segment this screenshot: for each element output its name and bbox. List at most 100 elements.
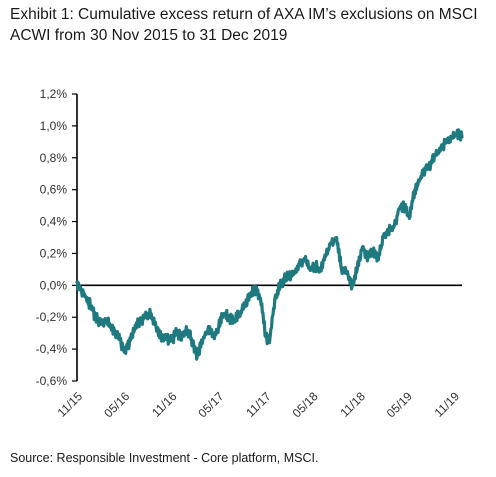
data-point	[283, 277, 286, 281]
data-point	[217, 325, 220, 328]
x-tick-label: 05/17	[195, 389, 226, 420]
data-point	[85, 296, 88, 300]
data-point	[450, 137, 453, 140]
x-axis: 11/15 05/16 11/16 05/17 11/17 05/18 11/18 05/19…	[55, 284, 463, 420]
data-point	[186, 328, 189, 332]
data-point	[99, 322, 102, 325]
data-point	[259, 296, 262, 300]
y-tick-label: -0,2%	[36, 310, 68, 324]
data-point	[371, 249, 375, 252]
data-point	[429, 162, 432, 166]
data-point	[133, 328, 136, 332]
x-tick-label: 11/17	[243, 389, 274, 420]
data-point	[366, 255, 370, 258]
y-tick-label: 0,4%	[40, 215, 68, 229]
data-point	[191, 341, 194, 344]
data-point	[287, 274, 291, 277]
data-point	[292, 271, 296, 274]
x-tick-label: 05/16	[101, 389, 132, 420]
data-point	[329, 242, 333, 246]
data-point	[418, 178, 421, 182]
data-point	[273, 296, 277, 300]
data-point	[159, 335, 163, 338]
data-point	[264, 335, 267, 338]
data-point	[115, 331, 118, 335]
data-point	[356, 268, 359, 271]
data-point	[248, 293, 252, 297]
y-tick-label: 0,8%	[40, 151, 68, 165]
plot-area	[75, 128, 464, 361]
y-tick-label: 1,2%	[40, 87, 68, 101]
data-point	[445, 140, 448, 144]
x-tick-label: 11/15	[55, 389, 86, 420]
data-point	[303, 258, 307, 262]
data-point	[88, 303, 92, 306]
data-point	[361, 245, 364, 249]
series-line	[75, 128, 464, 361]
data-point	[377, 258, 380, 262]
data-point	[94, 316, 97, 319]
data-point	[308, 268, 311, 271]
y-tick-label: 0,6%	[40, 183, 68, 197]
x-tick-label: 11/18	[337, 389, 368, 420]
data-point	[434, 153, 437, 156]
data-point	[227, 316, 230, 319]
data-point	[138, 319, 141, 322]
data-point	[143, 316, 147, 319]
data-point	[175, 331, 178, 335]
data-point	[335, 236, 338, 239]
data-point	[340, 268, 343, 271]
data-point	[196, 354, 199, 357]
data-point	[402, 204, 406, 207]
data-point	[423, 169, 427, 172]
data-point	[109, 325, 113, 328]
data-point	[206, 328, 210, 332]
y-tick-label: 0,0%	[40, 278, 68, 292]
x-tick-label: 05/19	[384, 389, 415, 420]
data-point	[104, 319, 107, 322]
data-point	[170, 338, 173, 341]
data-point	[268, 341, 271, 344]
data-point	[154, 325, 158, 328]
data-point	[201, 338, 205, 341]
data-point	[439, 147, 443, 150]
data-point	[238, 312, 241, 316]
data-point	[460, 135, 464, 139]
data-point	[298, 261, 301, 265]
y-tick-label: -0,6%	[36, 374, 68, 388]
data-point	[233, 319, 236, 322]
chart: 1,2% 1,0% 0,8% 0,6% 0,4% 0,2% 0,0% -0,2% -0,4% -0…	[36, 87, 464, 420]
data-point	[243, 303, 246, 306]
chart-title: Exhibit 1: Cumulative excess return of A…	[10, 6, 478, 44]
data-point	[386, 229, 390, 233]
x-tick-label: 05/18	[290, 389, 321, 420]
data-point	[123, 351, 126, 354]
source-note: Source: Responsible Investment - Core pl…	[10, 451, 319, 465]
y-tick-label: -0,4%	[36, 342, 68, 356]
data-point	[319, 268, 322, 271]
data-point	[128, 341, 131, 344]
x-tick-label: 11/19	[432, 389, 463, 420]
data-point	[351, 284, 354, 287]
data-point	[75, 280, 79, 284]
data-point	[278, 284, 282, 287]
data-point	[253, 287, 257, 290]
data-point	[222, 312, 225, 316]
data-point	[408, 217, 411, 220]
y-tick-label: 1,0%	[40, 119, 68, 133]
x-tick-label: 11/16	[149, 389, 180, 420]
data-point	[392, 226, 395, 230]
data-point	[455, 132, 458, 136]
y-tick-label: 0,2%	[40, 246, 68, 260]
y-axis: 1,2% 1,0% 0,8% 0,6% 0,4% 0,2% 0,0% -0,2% -0,4% -0…	[36, 87, 78, 388]
data-point	[180, 335, 184, 338]
data-point	[118, 338, 122, 341]
data-point	[382, 236, 385, 239]
data-point	[397, 207, 401, 210]
data-point	[345, 271, 348, 274]
data-point	[149, 312, 152, 316]
data-point	[79, 287, 83, 290]
data-point	[211, 335, 215, 338]
data-point	[165, 338, 168, 341]
data-point	[313, 265, 317, 268]
